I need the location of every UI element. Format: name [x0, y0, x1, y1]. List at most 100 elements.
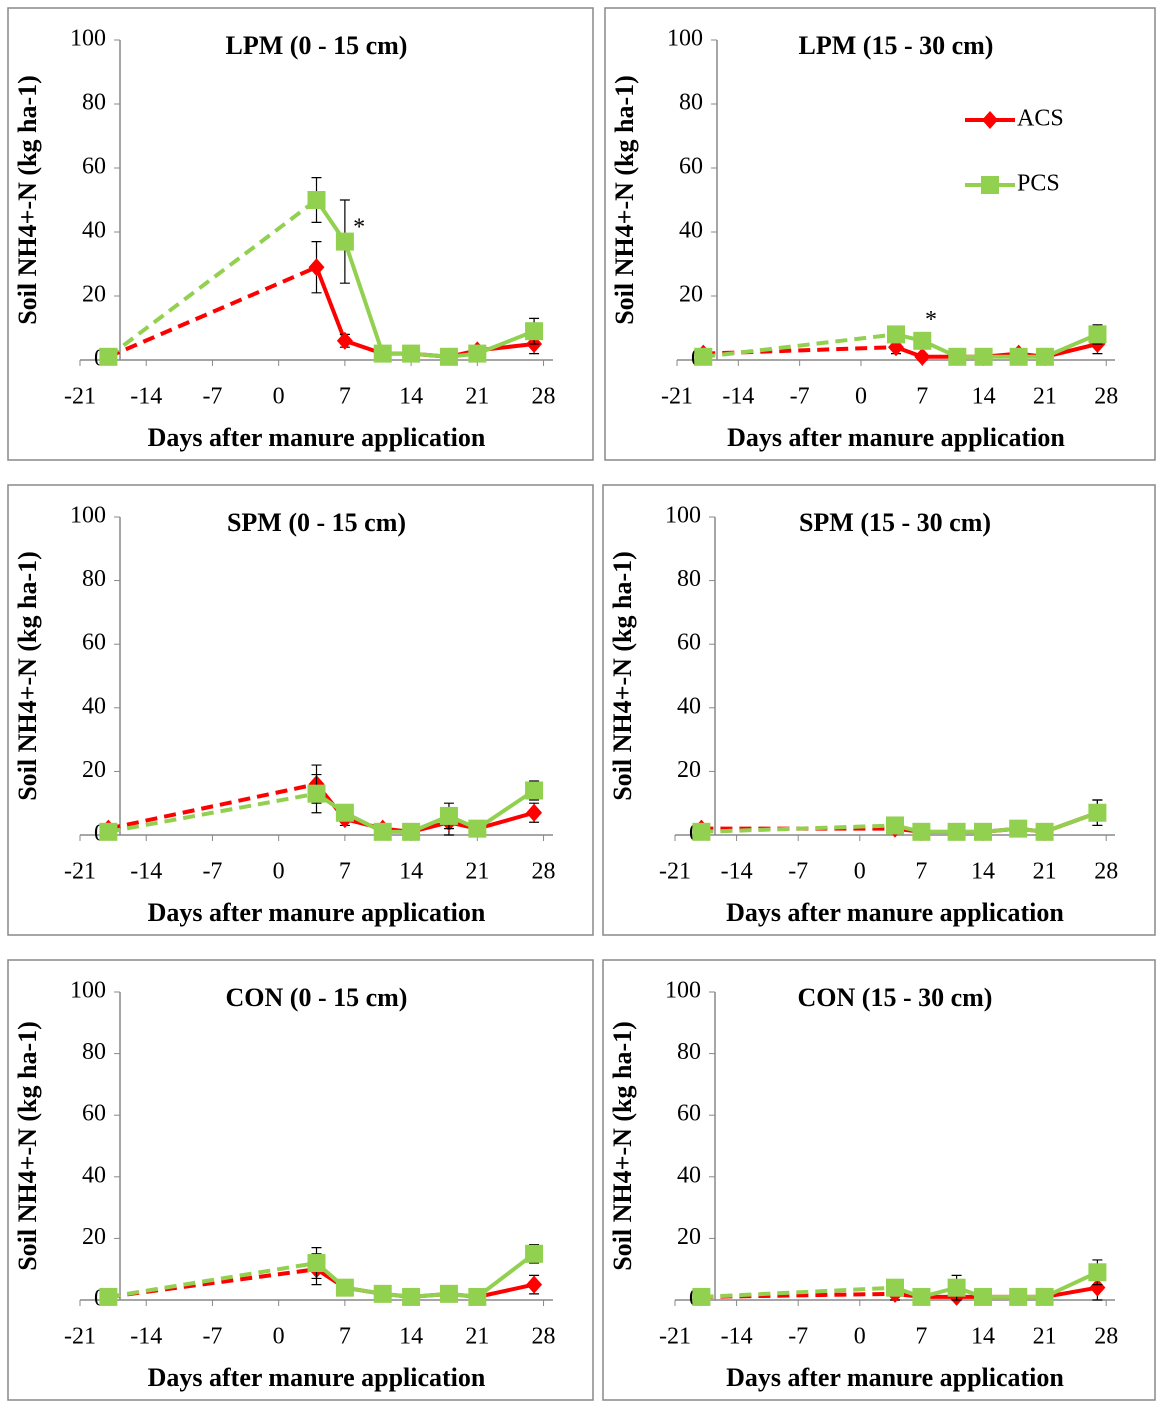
annotation: * — [925, 307, 937, 333]
x-tick-label: -21 — [64, 1324, 96, 1350]
chart-panel: LPM (0 - 15 cm) Days after manure applica… — [7, 7, 594, 461]
x-tick-label: -14 — [130, 1324, 162, 1350]
x-tick-label: 7 — [915, 859, 927, 885]
marker — [468, 819, 487, 838]
x-tick-label: 7 — [339, 1324, 351, 1350]
chart-title: CON (15 - 30 cm) — [798, 983, 993, 1012]
y-tick-label: 60 — [82, 1101, 106, 1127]
y-tick-label: 100 — [667, 26, 703, 52]
y-tick-label: 80 — [677, 1039, 701, 1065]
series-line — [108, 1261, 317, 1299]
x-tick-label: -14 — [721, 859, 753, 885]
y-tick-label: 80 — [82, 90, 106, 116]
y-axis-label: Soil NH4+-N (kg ha-1) — [608, 551, 637, 801]
y-tick-label: 100 — [70, 978, 106, 1004]
x-tick-label: -14 — [721, 1324, 753, 1350]
y-axis-label: Soil NH4+-N (kg ha-1) — [610, 75, 639, 325]
marker — [99, 347, 118, 366]
panel-border — [7, 484, 594, 936]
y-tick-label: 40 — [679, 218, 703, 244]
marker — [526, 1275, 543, 1294]
x-tick-label: 28 — [532, 1324, 556, 1350]
legend-marker — [981, 176, 999, 194]
marker — [99, 822, 118, 841]
marker — [887, 325, 905, 344]
marker — [335, 803, 354, 822]
panel-border — [7, 7, 594, 461]
x-tick-label: 0 — [855, 384, 867, 410]
chart-panel: LPM (15 - 30 cm) Days after manure applic… — [604, 7, 1156, 461]
x-tick-label: 14 — [971, 1324, 995, 1350]
chart-panel: SPM (15 - 30 cm) Days after manure applic… — [602, 484, 1156, 936]
x-tick-label: 21 — [1033, 859, 1057, 885]
y-tick-label: 20 — [677, 1224, 701, 1250]
marker — [1088, 325, 1107, 344]
marker — [439, 1284, 458, 1303]
x-tick-label: 0 — [854, 859, 866, 885]
series-line — [701, 1285, 896, 1299]
marker — [914, 347, 931, 366]
x-tick-label: 14 — [971, 859, 995, 885]
marker — [99, 1287, 118, 1306]
chart-title: SPM (0 - 15 cm) — [227, 508, 406, 537]
marker — [402, 1287, 421, 1306]
marker — [974, 347, 993, 366]
panel-border — [7, 959, 594, 1401]
marker — [1088, 803, 1107, 822]
marker — [307, 784, 326, 803]
x-axis-label: Days after manure application — [148, 1363, 486, 1392]
x-tick-label: -21 — [659, 1324, 691, 1350]
y-tick-label: 20 — [679, 282, 703, 308]
x-tick-label: 0 — [273, 384, 285, 410]
x-tick-label: 28 — [532, 384, 556, 410]
panel-border — [604, 7, 1156, 461]
x-tick-label: 14 — [399, 859, 423, 885]
x-tick-label: 28 — [1094, 1324, 1118, 1350]
chart-panel: CON (0 - 15 cm) Days after manure applica… — [7, 959, 594, 1401]
x-tick-label: -7 — [202, 384, 222, 410]
y-axis-label: Soil NH4+-N (kg ha-1) — [13, 1021, 42, 1271]
y-tick-label: 40 — [82, 1162, 106, 1188]
y-tick-label: 40 — [677, 1162, 701, 1188]
y-tick-label: 20 — [82, 757, 106, 783]
marker — [373, 344, 392, 363]
marker — [1009, 347, 1028, 366]
marker — [692, 1287, 711, 1306]
x-tick-label: -21 — [64, 859, 96, 885]
marker — [525, 781, 544, 800]
x-tick-label: 7 — [916, 384, 928, 410]
y-tick-label: 80 — [82, 566, 106, 592]
marker — [1088, 1263, 1107, 1282]
x-tick-label: 7 — [339, 384, 351, 410]
marker — [439, 347, 458, 366]
marker — [692, 822, 711, 841]
y-tick-label: 60 — [677, 630, 701, 656]
y-tick-label: 80 — [679, 90, 703, 116]
x-axis-label: Days after manure application — [148, 898, 486, 927]
y-tick-label: 60 — [679, 154, 703, 180]
y-tick-label: 20 — [82, 1224, 106, 1250]
y-tick-label: 100 — [70, 503, 106, 529]
x-tick-label: 14 — [399, 384, 423, 410]
x-tick-label: 21 — [1033, 1324, 1057, 1350]
marker — [912, 822, 931, 841]
marker — [947, 822, 966, 841]
series-line — [107, 782, 317, 831]
marker — [1009, 1287, 1028, 1306]
marker — [336, 331, 353, 350]
x-tick-label: 14 — [399, 1324, 423, 1350]
x-tick-label: 14 — [972, 384, 996, 410]
x-tick-label: -14 — [722, 384, 754, 410]
x-tick-label: -21 — [64, 384, 96, 410]
marker — [439, 806, 458, 825]
marker — [1089, 1278, 1106, 1297]
chart-title: LPM (15 - 30 cm) — [799, 31, 994, 60]
series-line — [314, 198, 535, 359]
x-tick-label: 21 — [465, 384, 489, 410]
marker — [402, 822, 421, 841]
series-line — [703, 345, 897, 356]
marker — [694, 347, 713, 366]
y-tick-label: 100 — [70, 26, 106, 52]
marker — [402, 344, 421, 363]
